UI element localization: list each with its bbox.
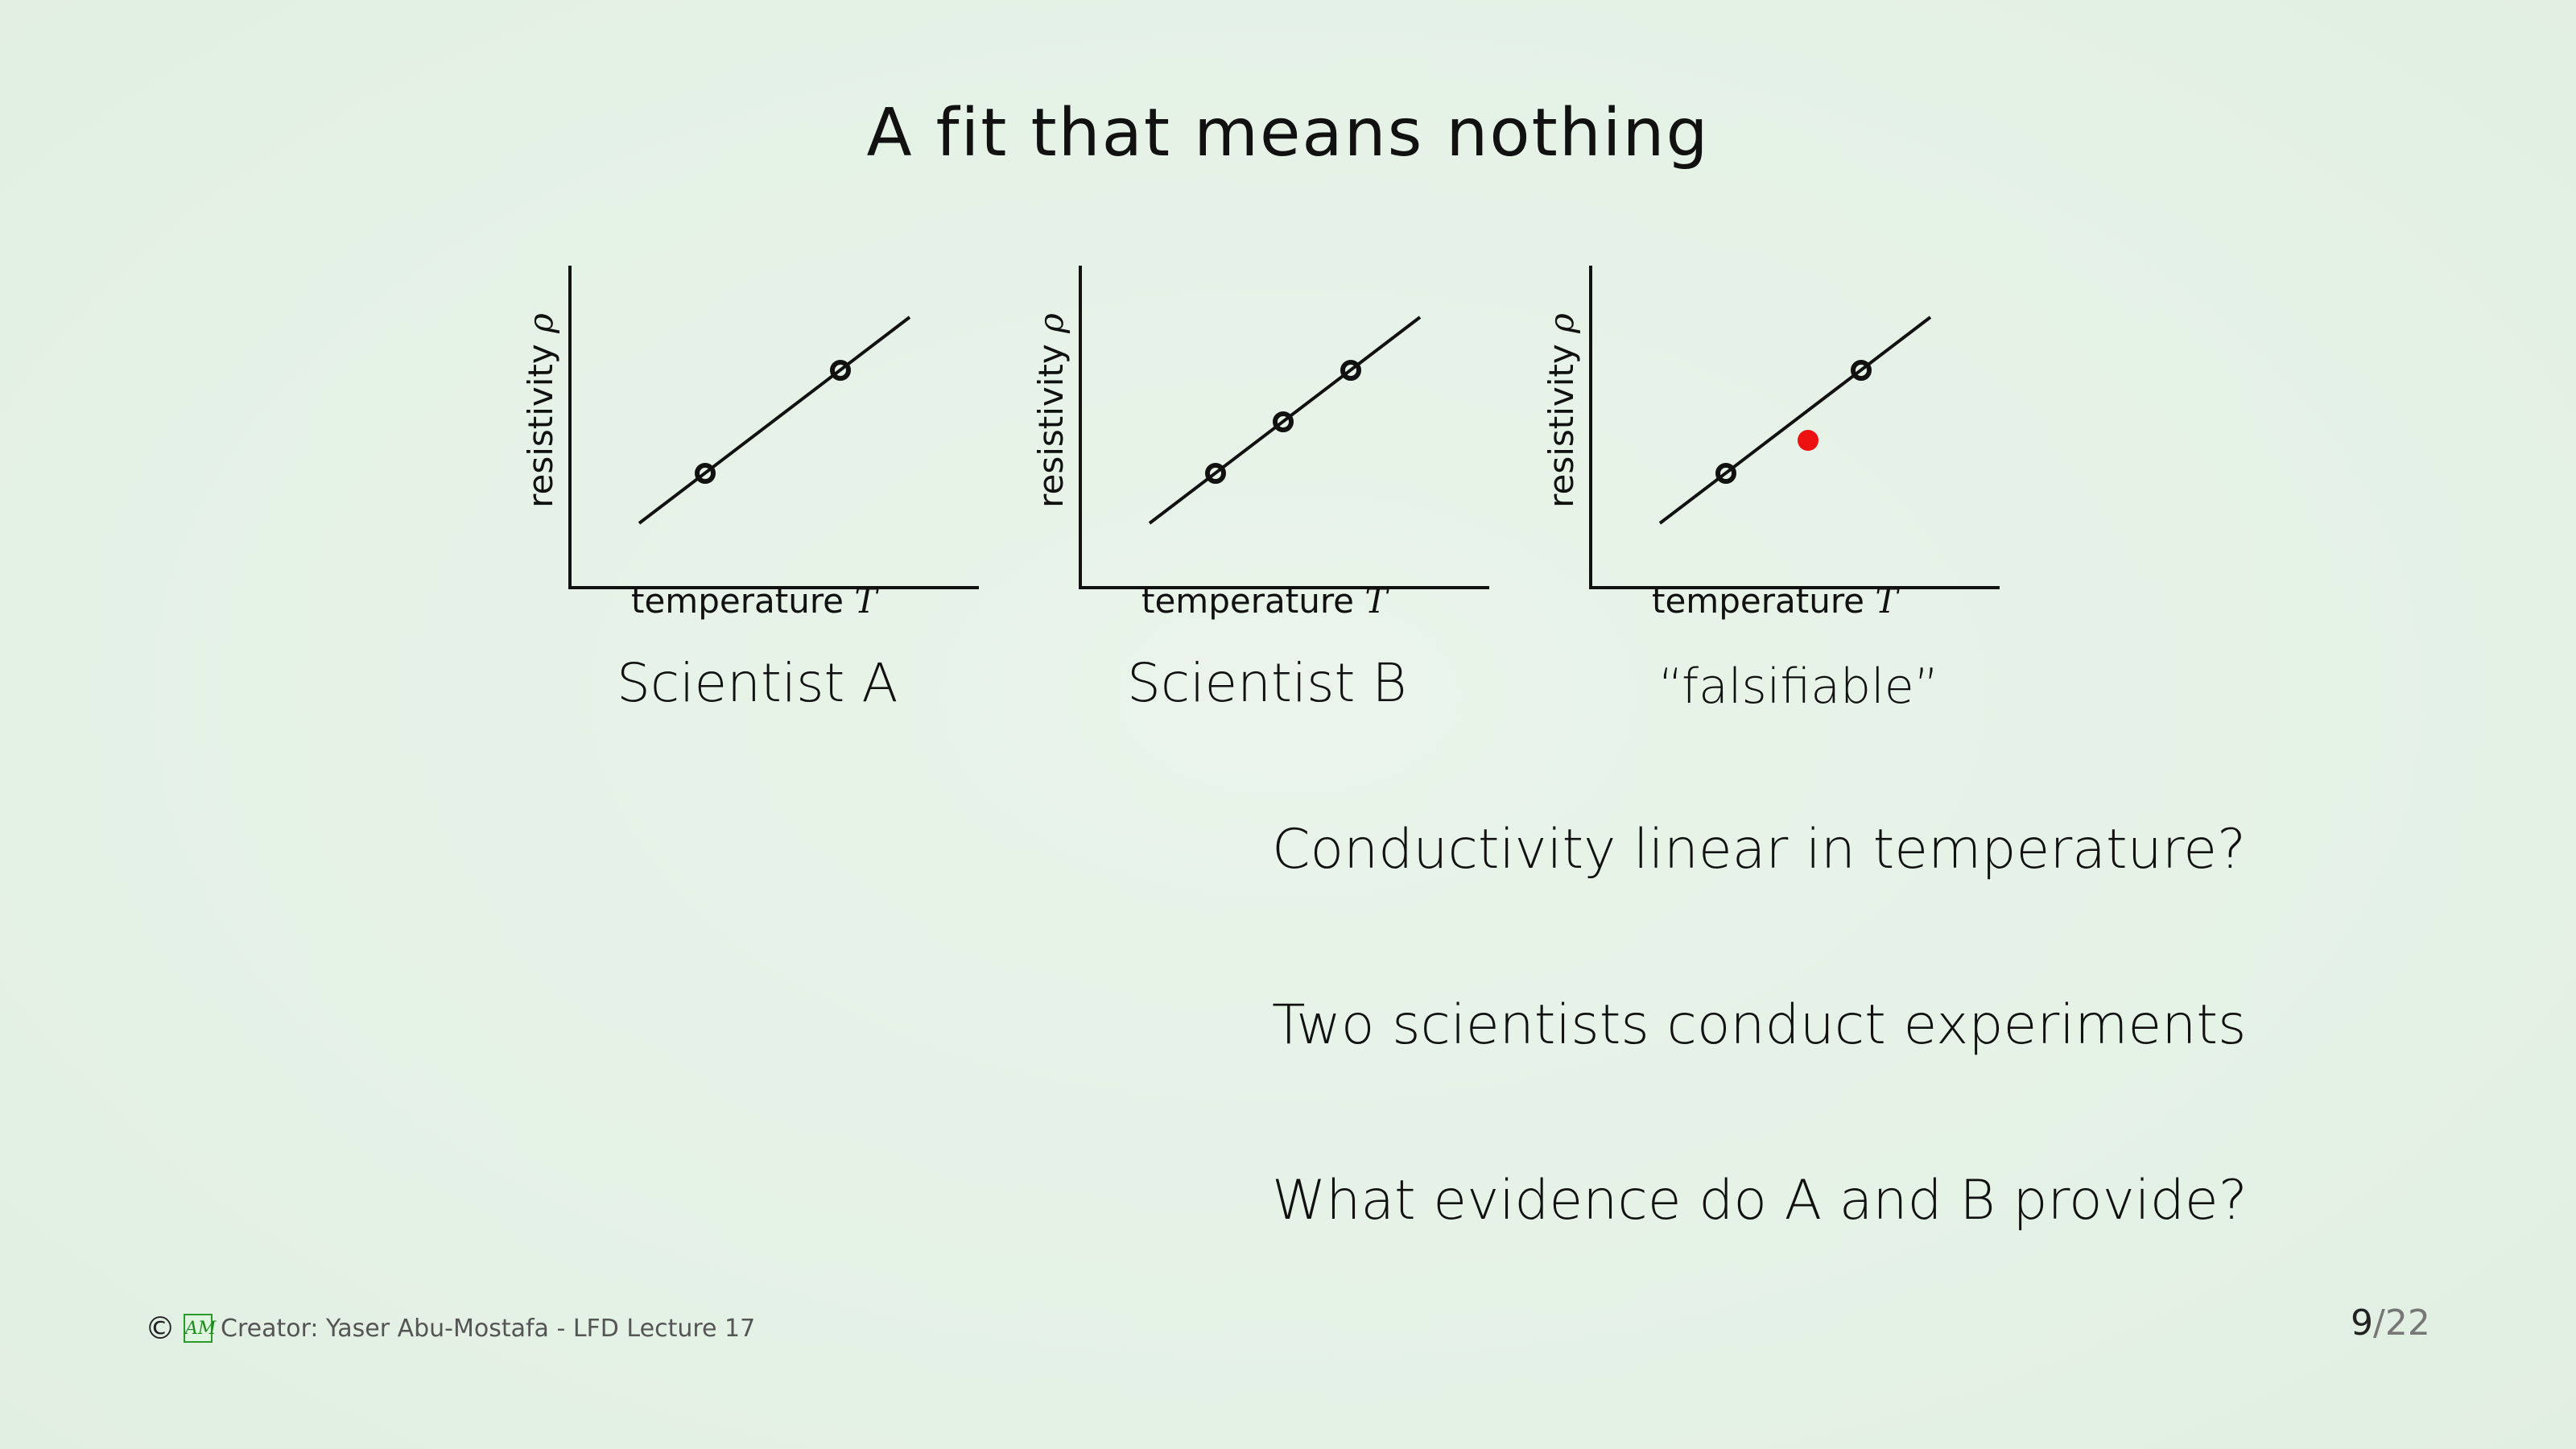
bullet-evidence: What evidence do A and B provide? [1272, 1169, 2248, 1232]
bullet-two-scientists: Two scientists conduct experiments [1272, 993, 2247, 1057]
red-data-point [1798, 430, 1818, 451]
data-point [1715, 463, 1736, 484]
x-axis-label: temperature T [1141, 581, 1388, 621]
plot-scientist-b-figure [1079, 266, 1489, 589]
bullet-conductivity: Conductivity linear in temperature? [1272, 818, 2247, 881]
logo-icon: AM [184, 1314, 216, 1343]
slide-title: A fit that means nothing [866, 95, 1710, 171]
plot-scientist-a-figure [568, 266, 979, 589]
caption-scientist-a: Scientist A [617, 652, 898, 714]
y-axis-label: resistivity ρ [1542, 313, 1581, 508]
x-axis-label: temperature T [1652, 581, 1898, 621]
x-axis-label: temperature T [631, 581, 877, 621]
data-point [695, 463, 716, 484]
data-point [830, 360, 851, 381]
copyright-icon: © [145, 1311, 175, 1346]
caption-falsifiable: “falsifiable” [1658, 658, 1939, 715]
y-axis-label: resistivity ρ [521, 313, 560, 508]
plot-scientist-b: resistivity ρ temperature T [1031, 258, 1489, 621]
page-number: 9/22 [2351, 1302, 2430, 1344]
fit-line [1658, 316, 1932, 525]
footer-credit: © AM Creator: Yaser Abu-Mostafa - LFD Le… [145, 1311, 755, 1346]
data-point [1340, 360, 1361, 381]
y-axis-label: resistivity ρ [1031, 313, 1071, 508]
data-point [1205, 463, 1226, 484]
credit-text: Creator: Yaser Abu-Mostafa - LFD Lecture… [221, 1314, 756, 1343]
data-point [1273, 411, 1294, 432]
caption-scientist-b: Scientist B [1127, 652, 1407, 714]
fit-line [638, 316, 911, 525]
data-point [1851, 360, 1872, 381]
plot-falsifiable: resistivity ρ temperature T [1542, 258, 2000, 621]
fit-line [1148, 316, 1422, 525]
plot-scientist-a: resistivity ρ temperature T [521, 258, 979, 621]
plot-falsifiable-figure [1589, 266, 2000, 589]
